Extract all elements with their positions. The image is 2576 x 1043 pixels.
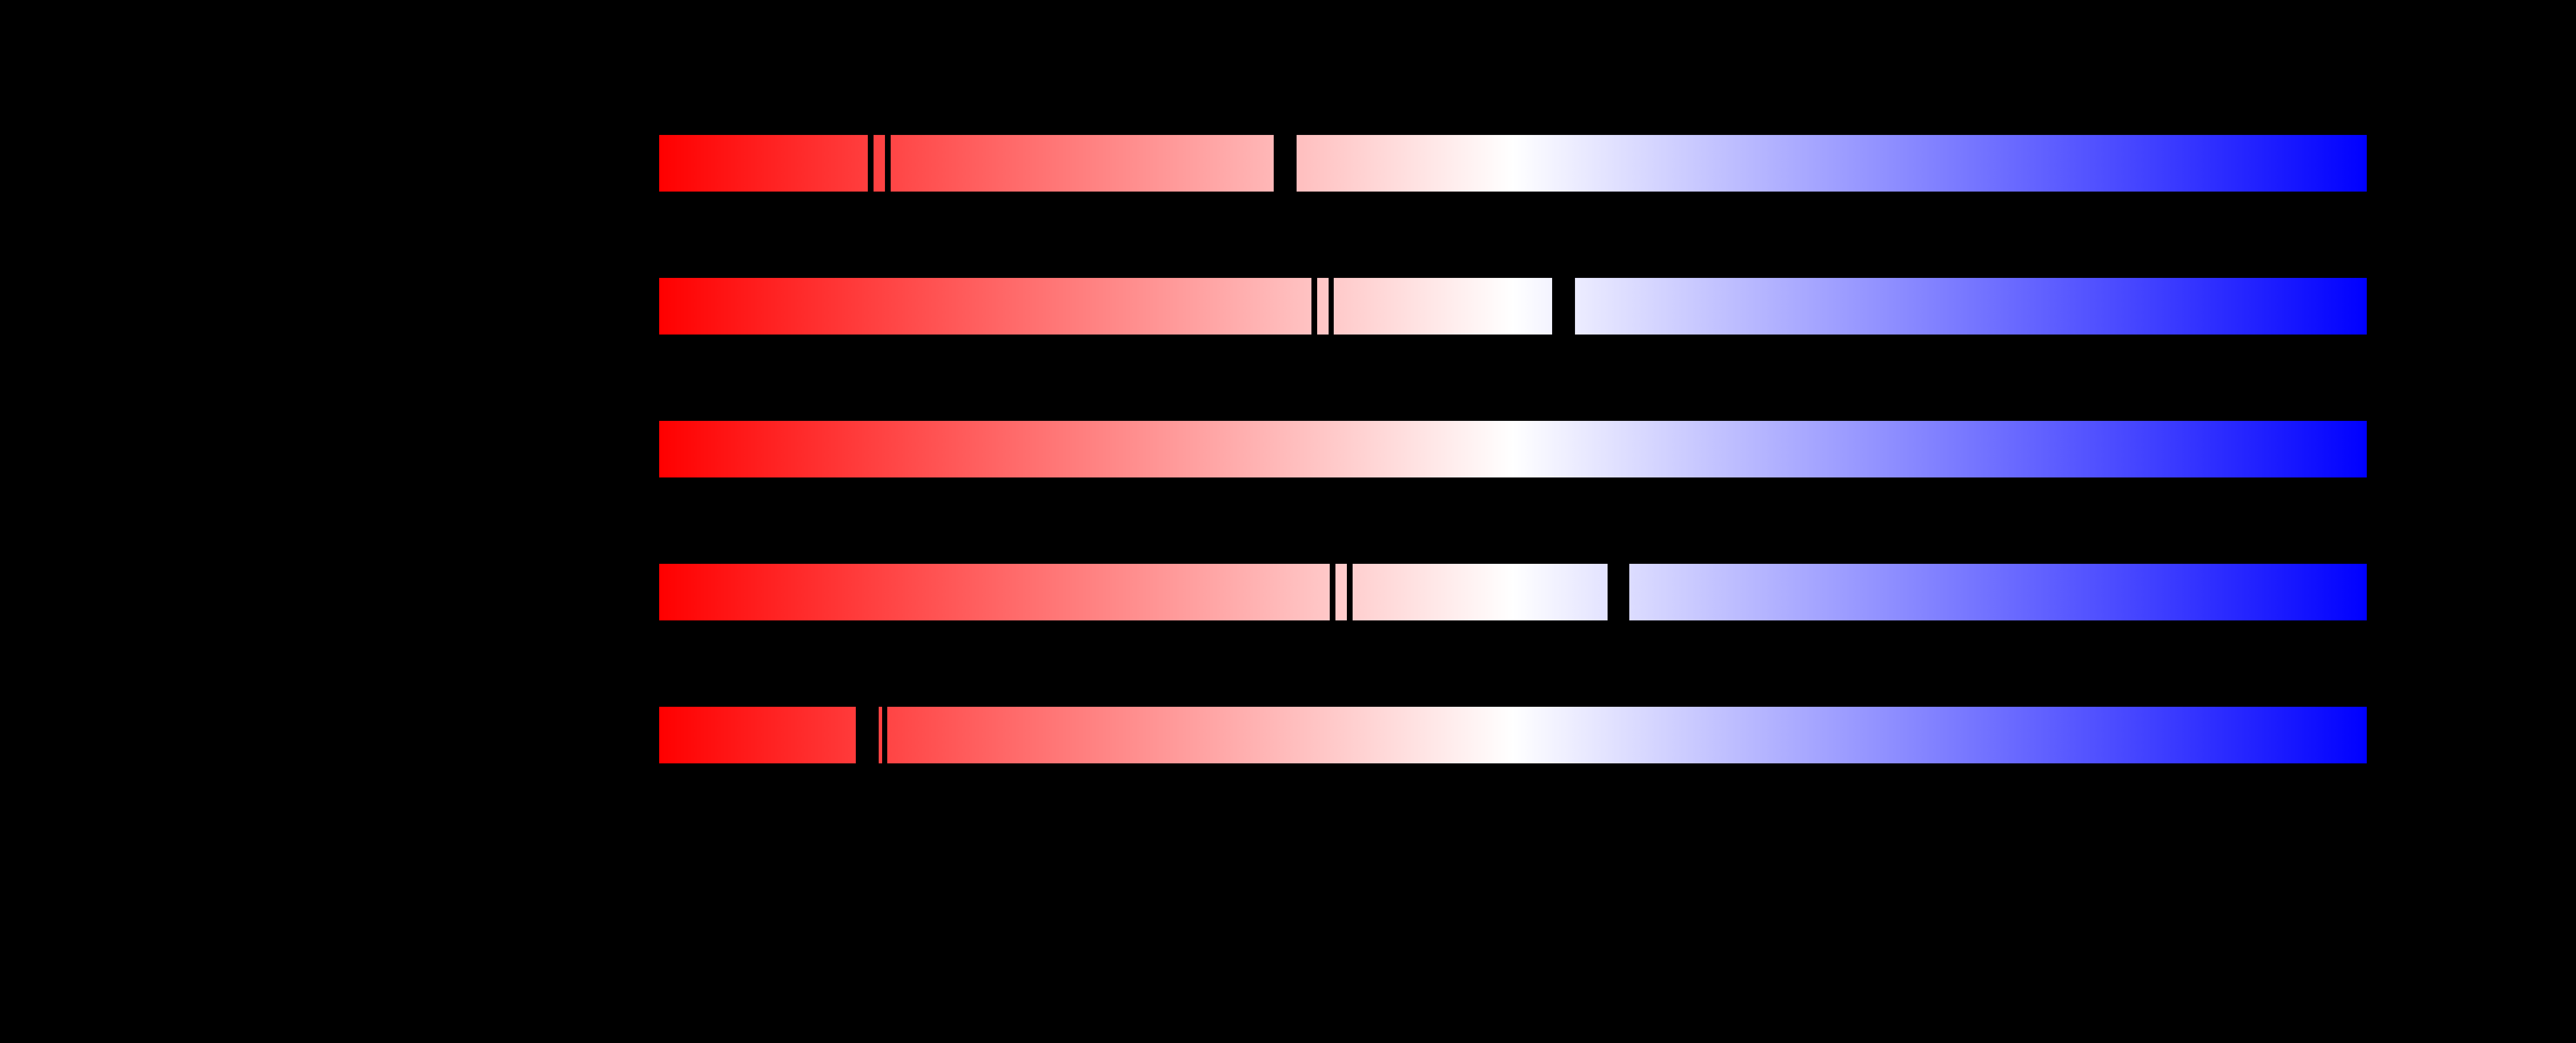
gradient-bar-row-4 (659, 564, 2367, 620)
gradient-bar-row-1 (659, 135, 2367, 192)
gradient-bar-row-3 (659, 421, 2367, 477)
marker-tick-thin (868, 135, 874, 192)
marker-tick-thick (1608, 564, 1629, 620)
marker-tick-thin (885, 135, 891, 192)
marker-tick-thin (1311, 278, 1317, 335)
marker-tick-thin (882, 707, 887, 763)
marker-tick-thick (1552, 278, 1575, 335)
marker-tick-thin (1330, 564, 1335, 620)
marker-tick-thick (856, 707, 879, 763)
marker-tick-thick (1274, 135, 1297, 192)
gradient-bar-row-2 (659, 278, 2367, 335)
gradient-bar-row-5 (659, 707, 2367, 763)
marker-tick-thin (1347, 564, 1353, 620)
marker-tick-thin (1329, 278, 1334, 335)
